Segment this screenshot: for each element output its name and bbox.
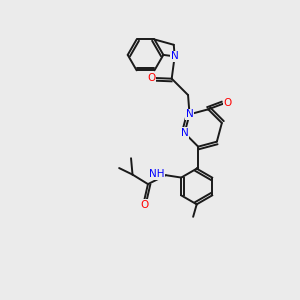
- Text: N: N: [171, 51, 178, 62]
- Text: N: N: [186, 109, 194, 119]
- Text: O: O: [141, 200, 149, 210]
- Text: NH: NH: [149, 169, 164, 179]
- Text: O: O: [147, 73, 156, 83]
- Text: O: O: [224, 98, 232, 108]
- Text: N: N: [181, 128, 188, 138]
